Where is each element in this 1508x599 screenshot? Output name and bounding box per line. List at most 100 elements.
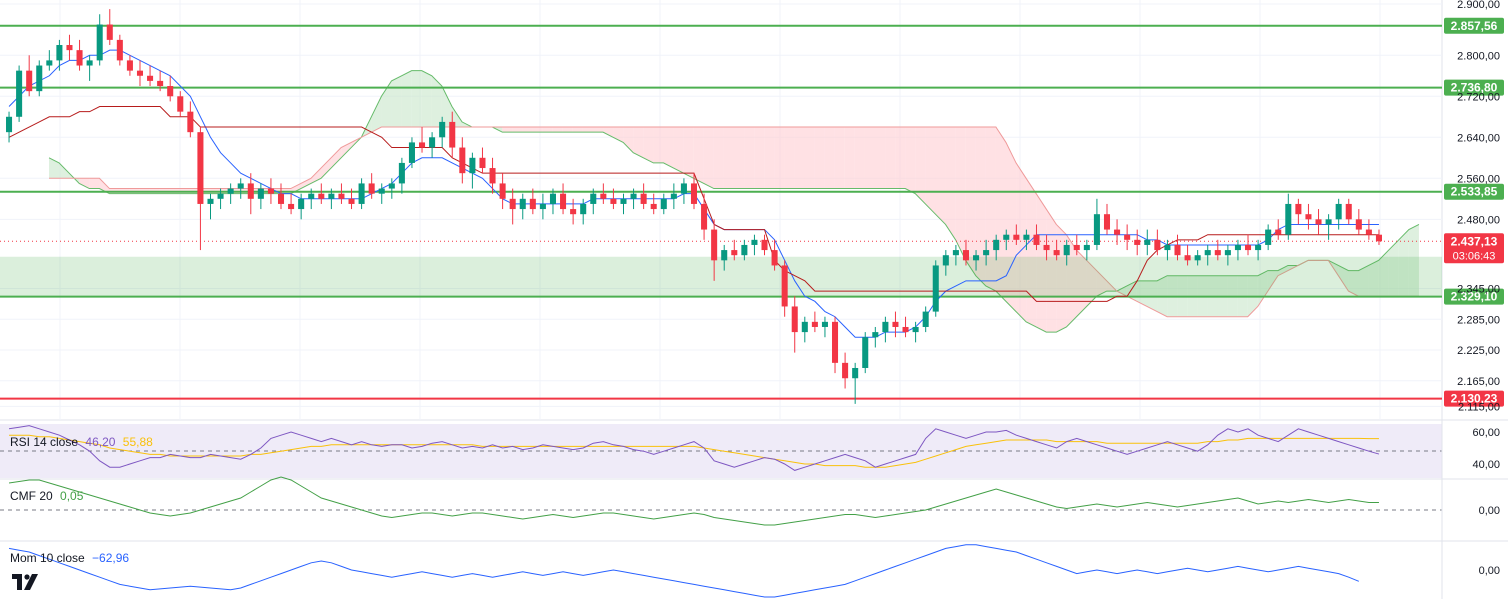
cloud-segment — [935, 127, 946, 225]
price-tick-label: 2.285,00 — [1457, 314, 1500, 326]
candle-body — [36, 65, 43, 92]
candle-body — [136, 70, 144, 76]
candle-body — [801, 321, 808, 333]
candle-body — [912, 326, 919, 333]
price-tick-label: 2.900,00 — [1457, 0, 1500, 11]
support-band — [0, 256, 1442, 297]
candle-body — [388, 183, 395, 189]
candle-body — [529, 198, 536, 210]
candle-body — [832, 321, 839, 363]
cloud-segment — [814, 127, 825, 189]
cloud-segment — [79, 178, 90, 189]
candle-body — [187, 111, 194, 133]
candle-body — [892, 321, 899, 327]
cloud-segment — [1096, 270, 1107, 297]
rsi-tick-label: 40,00 — [1472, 459, 1500, 471]
candle-body — [408, 142, 415, 163]
candle-body — [1305, 214, 1312, 220]
cloud-segment — [824, 127, 835, 189]
candle-body — [1103, 214, 1111, 230]
candle-body — [237, 183, 244, 189]
candle-body — [872, 332, 879, 338]
candle-body — [1063, 244, 1070, 256]
mom-tick-label: 0,00 — [1479, 565, 1500, 577]
candle-body — [932, 265, 939, 312]
level-label-bg — [1444, 183, 1504, 200]
candle-body — [308, 193, 315, 199]
candle-body — [76, 50, 83, 66]
cmf-legend-value: 0,05 — [60, 489, 84, 503]
cloud-segment — [663, 127, 674, 169]
candle-body — [539, 203, 546, 210]
cloud-segment — [1005, 142, 1017, 312]
price-tick-label: 2.800,00 — [1457, 50, 1500, 62]
candle-body — [288, 203, 295, 210]
candle-body — [580, 203, 587, 215]
candle-body — [247, 183, 254, 199]
cloud-segment — [89, 178, 100, 189]
cloud-segment — [59, 162, 70, 179]
cmf-legend-name: CMF 20 — [10, 489, 53, 503]
candle-body — [942, 255, 949, 266]
candle-body — [358, 183, 365, 204]
cloud-segment — [844, 127, 855, 189]
candle-body — [318, 193, 325, 199]
cloud-segment — [1358, 265, 1369, 297]
candle-body — [469, 157, 476, 174]
cloud-segment — [572, 127, 583, 133]
cloud-segment — [562, 127, 573, 133]
candle-body — [439, 121, 446, 138]
candle-body — [227, 188, 234, 194]
indicator-lines — [8, 425, 1380, 598]
candle-body — [368, 183, 375, 194]
candle-body — [1244, 244, 1252, 251]
cloud-segment — [945, 127, 956, 240]
candle-body — [348, 198, 355, 204]
candle-body — [56, 45, 63, 61]
level-label: 2.533,85 — [1451, 185, 1498, 199]
cloud-segment — [401, 70, 412, 128]
cloud-segment — [703, 127, 714, 189]
rsi-line — [8, 425, 1380, 471]
candle-body — [852, 367, 859, 379]
price-tick-label: 2.720,00 — [1457, 91, 1500, 103]
candle-body — [1043, 244, 1050, 251]
level-label-bg — [1444, 17, 1504, 34]
candle-body — [660, 198, 667, 210]
cloud-segment — [512, 127, 523, 133]
cloud-segment — [1116, 285, 1127, 297]
candle-body — [338, 193, 345, 199]
cmf-legend: CMF 20 0,05 — [10, 489, 87, 503]
current-price-label: 2.437,13 — [1451, 234, 1498, 248]
cloud-segment — [522, 127, 533, 133]
cloud-segment — [1267, 270, 1278, 292]
rsi-legend-name: RSI 14 close — [10, 435, 79, 449]
candle-body — [751, 239, 758, 245]
cloud-segment — [371, 96, 382, 133]
candle-body — [398, 162, 405, 184]
cloud-segment — [1016, 162, 1027, 322]
candle-body — [1375, 234, 1382, 242]
candle-body — [1033, 234, 1040, 245]
cmf-tick-label: 0,00 — [1479, 505, 1500, 517]
candle-body — [610, 198, 617, 204]
tradingview-logo-icon[interactable] — [12, 572, 44, 592]
cloud-segment — [794, 127, 805, 189]
level-label: 2.857,56 — [1451, 19, 1498, 33]
candle-body — [277, 193, 285, 204]
candle-body — [1164, 244, 1171, 251]
candle-body — [1265, 229, 1272, 245]
cloud-segment — [1348, 270, 1359, 297]
candle-body — [499, 183, 506, 199]
cloud-segment — [975, 127, 986, 286]
cloud-segment — [895, 127, 906, 189]
cloud-segment — [391, 75, 402, 128]
level-label-bg — [1444, 288, 1504, 305]
cloud-segment — [502, 127, 513, 133]
candle-body — [640, 193, 647, 204]
cloud-segment — [421, 70, 432, 128]
cloud-segment — [774, 127, 785, 189]
rsi-ma-line — [9, 434, 1379, 468]
cloud-segment — [411, 70, 422, 128]
